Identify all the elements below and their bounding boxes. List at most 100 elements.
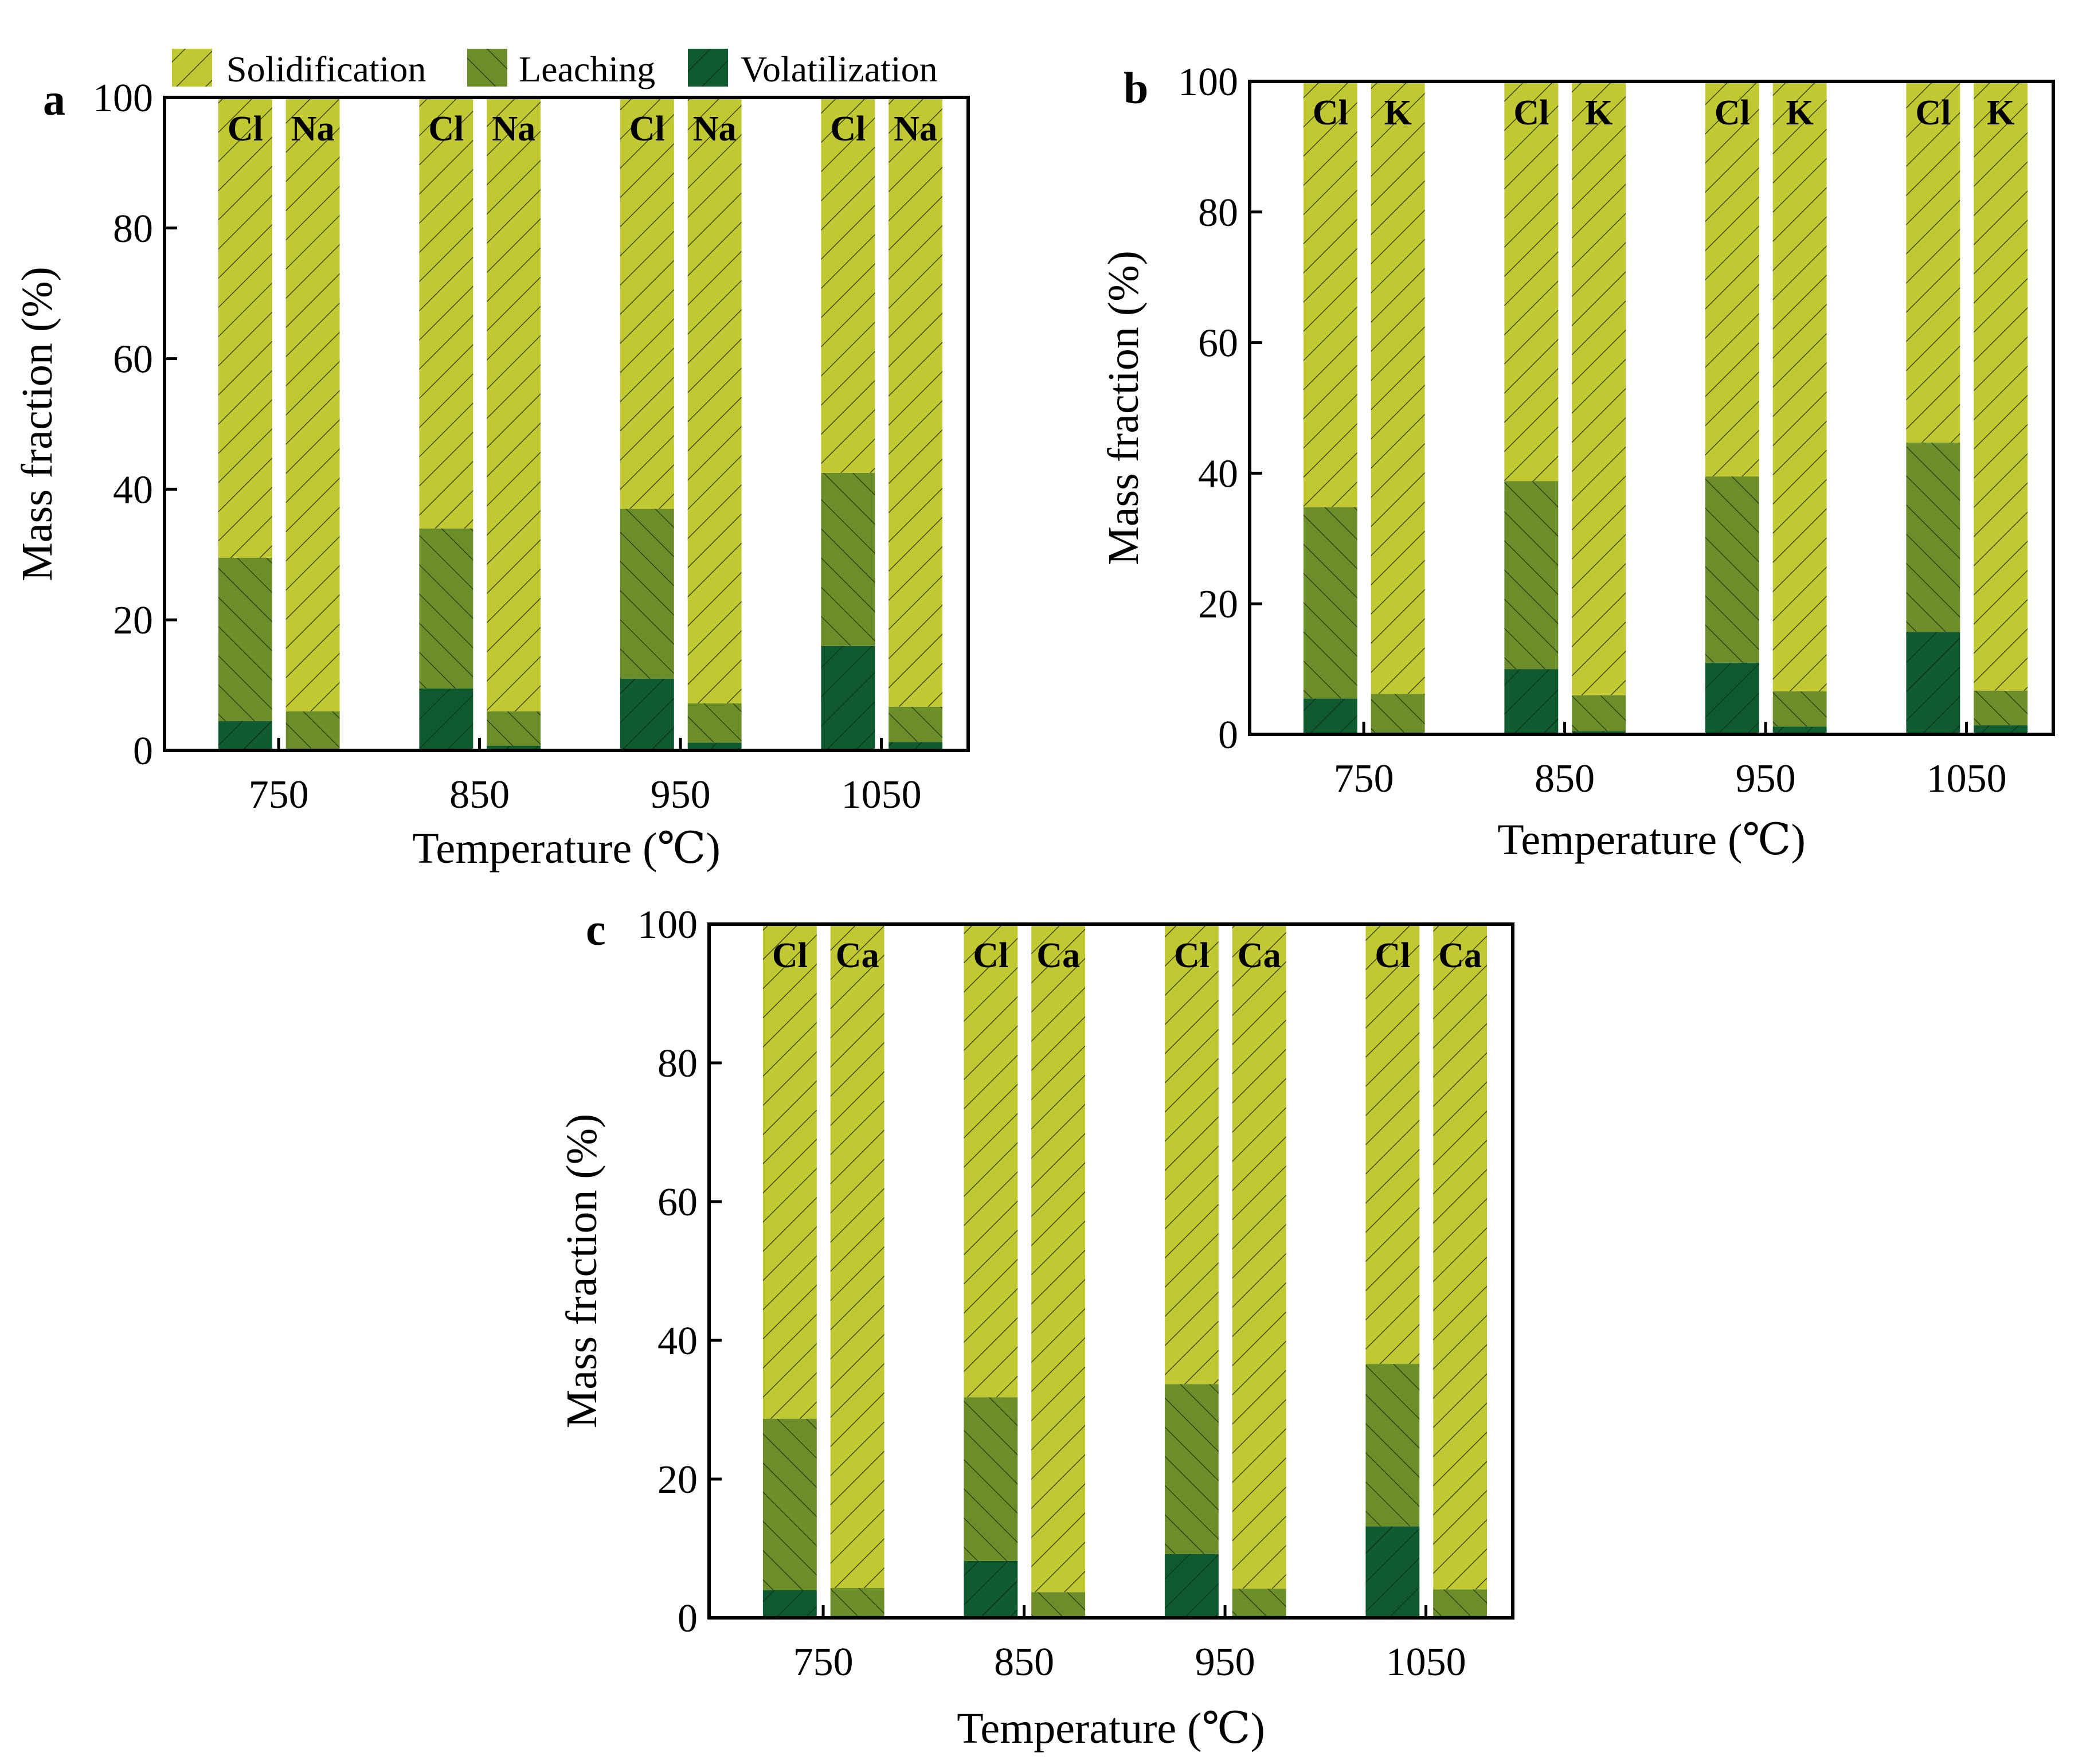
bar-segment-volatilization bbox=[1504, 669, 1559, 734]
bar-element-label: K bbox=[1585, 93, 1612, 132]
y-tick-label: 80 bbox=[1198, 191, 1238, 235]
panel-letter: a bbox=[43, 75, 65, 124]
bar-segment-volatilization bbox=[1365, 1526, 1420, 1618]
bar-segment-leaching bbox=[285, 711, 340, 749]
legend-item-volatilization: Volatilization bbox=[688, 49, 938, 89]
x-tick-label: 1050 bbox=[841, 773, 922, 817]
bar-segment-solidification bbox=[762, 924, 817, 1419]
x-axis: 750 850 950 1050 bbox=[793, 1605, 1466, 1684]
bar-segment-leaching bbox=[218, 558, 272, 721]
bar-segment-leaching bbox=[620, 509, 674, 679]
bar-segment-solidification bbox=[1705, 81, 1759, 477]
plot-frame bbox=[163, 96, 970, 752]
y-axis: 0 20 40 60 80 100 bbox=[637, 903, 722, 1641]
x-tick-label: 1050 bbox=[1386, 1640, 1466, 1684]
bar-segment-leaching bbox=[1772, 691, 1827, 727]
bar-element-label: Cl bbox=[228, 109, 263, 148]
y-tick-label: 20 bbox=[1198, 582, 1238, 627]
bar-segment-solidification bbox=[1232, 924, 1286, 1589]
plot-frame bbox=[707, 922, 1514, 1620]
bar-segment-solidification bbox=[1772, 81, 1827, 691]
bar-segment-leaching bbox=[1906, 442, 1960, 632]
y-axis: 0 20 40 60 80 100 bbox=[93, 76, 177, 773]
y-tick-label: 40 bbox=[1198, 452, 1238, 496]
legend-item-leaching: Leaching bbox=[467, 49, 655, 89]
x-tick-label: 850 bbox=[994, 1640, 1054, 1684]
y-tick-label: 0 bbox=[1218, 713, 1238, 757]
y-tick-label: 40 bbox=[113, 468, 153, 512]
legend: Solidification Leaching Volatilization bbox=[172, 49, 938, 89]
x-tick-label: 950 bbox=[651, 773, 711, 817]
bar-segment-volatilization bbox=[487, 746, 541, 750]
bar-element-label: Cl bbox=[973, 936, 1008, 975]
bar-segment-solidification bbox=[889, 97, 943, 707]
bar-element-label: Cl bbox=[1715, 93, 1750, 132]
bar-segment-solidification bbox=[1504, 81, 1559, 482]
x-axis: 750 850 950 1050 bbox=[249, 738, 922, 817]
bar-segment-solidification bbox=[1974, 81, 2028, 691]
panel-letter: b bbox=[1124, 63, 1148, 113]
bar-element-label: Cl bbox=[772, 936, 808, 975]
bar-segment-solidification bbox=[285, 97, 340, 711]
bar-element-label: Cl bbox=[428, 109, 464, 148]
x-tick-label: 1050 bbox=[1927, 757, 2007, 801]
bar-segment-solidification bbox=[964, 924, 1018, 1398]
bar-segment-solidification bbox=[821, 97, 875, 473]
x-tick-label: 750 bbox=[249, 773, 309, 817]
bar-segment-volatilization bbox=[1906, 632, 1960, 734]
bar-segment-solidification bbox=[1433, 924, 1488, 1590]
bar-segment-solidification bbox=[419, 97, 473, 529]
y-tick-label: 20 bbox=[113, 599, 153, 643]
bar-segment-leaching bbox=[1365, 1364, 1420, 1527]
bar-segment-solidification bbox=[218, 97, 272, 558]
bar-segment-leaching bbox=[1572, 695, 1626, 732]
bar-segment-leaching bbox=[830, 1588, 884, 1616]
bar-segment-volatilization bbox=[964, 1560, 1018, 1618]
bar-element-label: K bbox=[1987, 93, 2014, 132]
bar-segment-solidification bbox=[487, 97, 541, 711]
bar-segment-volatilization bbox=[762, 1590, 817, 1618]
x-axis-title: Temperature (℃) bbox=[957, 1704, 1265, 1753]
bar-segment-volatilization bbox=[419, 688, 473, 750]
bar-segment-leaching bbox=[1031, 1592, 1086, 1617]
bar-element-label: Ca bbox=[836, 936, 879, 975]
x-axis-title: Temperature (℃) bbox=[1497, 816, 1806, 864]
panel-b: b Cl K Cl K Cl K Cl K 0 20 40 60 80 100 750 850 950 1050 Te… bbox=[1099, 60, 2055, 864]
x-tick-label: 950 bbox=[1736, 757, 1796, 801]
y-tick-label: 60 bbox=[657, 1180, 698, 1225]
bar-element-label: Cl bbox=[1375, 936, 1410, 975]
bar-segment-solidification bbox=[1365, 924, 1420, 1364]
bar-segment-volatilization bbox=[1705, 662, 1759, 734]
bar-segment-leaching bbox=[889, 706, 943, 742]
panel-letter: c bbox=[586, 905, 606, 955]
bars: Cl K Cl K Cl K Cl K bbox=[1303, 81, 2028, 734]
bar-element-label: Cl bbox=[1915, 93, 1951, 132]
bar-segment-leaching bbox=[1433, 1589, 1488, 1616]
bar-segment-volatilization bbox=[821, 646, 875, 750]
y-tick-label: 60 bbox=[1198, 322, 1238, 366]
bar-segment-leaching bbox=[1164, 1384, 1219, 1554]
x-tick-label: 750 bbox=[1334, 757, 1394, 801]
bars: Cl Na Cl Na Cl Na Cl Na bbox=[218, 97, 943, 750]
bar-element-label: Cl bbox=[830, 109, 866, 148]
y-axis-title: Mass fraction (%) bbox=[13, 267, 61, 581]
bar-segment-leaching bbox=[1232, 1589, 1286, 1616]
bar-segment-volatilization bbox=[687, 742, 742, 750]
bar-segment-leaching bbox=[1371, 694, 1425, 733]
bar-element-label: Cl bbox=[1174, 936, 1210, 975]
legend-item-solidification: Solidification bbox=[172, 49, 426, 89]
bar-segment-leaching bbox=[1504, 481, 1559, 670]
bar-element-label: Ca bbox=[1438, 936, 1482, 975]
legend-label-leaching: Leaching bbox=[519, 49, 655, 89]
x-axis-title: Temperature (℃) bbox=[412, 824, 721, 873]
x-axis: 750 850 950 1050 bbox=[1334, 722, 2007, 801]
bar-segment-solidification bbox=[830, 924, 884, 1588]
bar-element-label: Cl bbox=[629, 109, 665, 148]
bar-segment-solidification bbox=[1906, 81, 1960, 443]
bar-segment-leaching bbox=[419, 528, 473, 689]
legend-swatch-leaching bbox=[467, 49, 507, 87]
y-axis: 0 20 40 60 80 100 bbox=[1178, 60, 1262, 757]
y-tick-label: 60 bbox=[113, 338, 153, 382]
bar-segment-leaching bbox=[762, 1418, 817, 1590]
